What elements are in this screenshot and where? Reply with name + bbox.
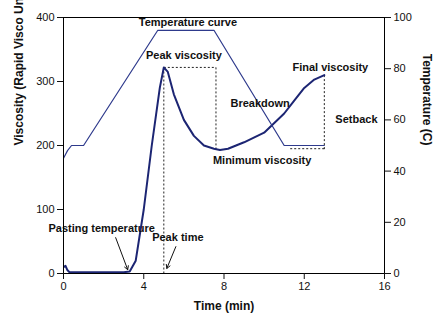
svg-text:Minimum viscosity: Minimum viscosity <box>213 154 312 166</box>
svg-text:Temperature (C): Temperature (C) <box>420 54 434 146</box>
svg-text:12: 12 <box>298 280 310 292</box>
svg-text:40: 40 <box>394 165 406 177</box>
svg-text:20: 20 <box>394 216 406 228</box>
svg-text:200: 200 <box>36 139 54 151</box>
svg-text:60: 60 <box>394 113 406 125</box>
svg-text:0: 0 <box>48 267 54 279</box>
svg-text:Peak time: Peak time <box>152 231 203 243</box>
svg-text:80: 80 <box>394 62 406 74</box>
svg-text:8: 8 <box>221 280 227 292</box>
svg-text:Breakdown: Breakdown <box>230 97 290 109</box>
svg-text:300: 300 <box>36 75 54 87</box>
svg-text:Viscosity (Rapid Visco Units): Viscosity (Rapid Visco Units) <box>12 0 26 146</box>
svg-text:100: 100 <box>394 11 412 23</box>
svg-text:Time (min): Time (min) <box>194 299 254 313</box>
svg-text:100: 100 <box>36 203 54 215</box>
svg-text:Final viscosity: Final viscosity <box>292 61 369 73</box>
svg-text:Temperature curve: Temperature curve <box>138 16 237 29</box>
svg-text:4: 4 <box>141 280 147 292</box>
svg-text:400: 400 <box>36 11 54 23</box>
svg-text:Setback: Setback <box>335 113 378 125</box>
svg-text:0: 0 <box>60 280 66 292</box>
svg-text:0: 0 <box>394 267 400 279</box>
svg-text:Peak viscosity: Peak viscosity <box>146 49 223 61</box>
svg-text:Pasting temperature: Pasting temperature <box>48 222 154 234</box>
svg-text:16: 16 <box>378 280 390 292</box>
